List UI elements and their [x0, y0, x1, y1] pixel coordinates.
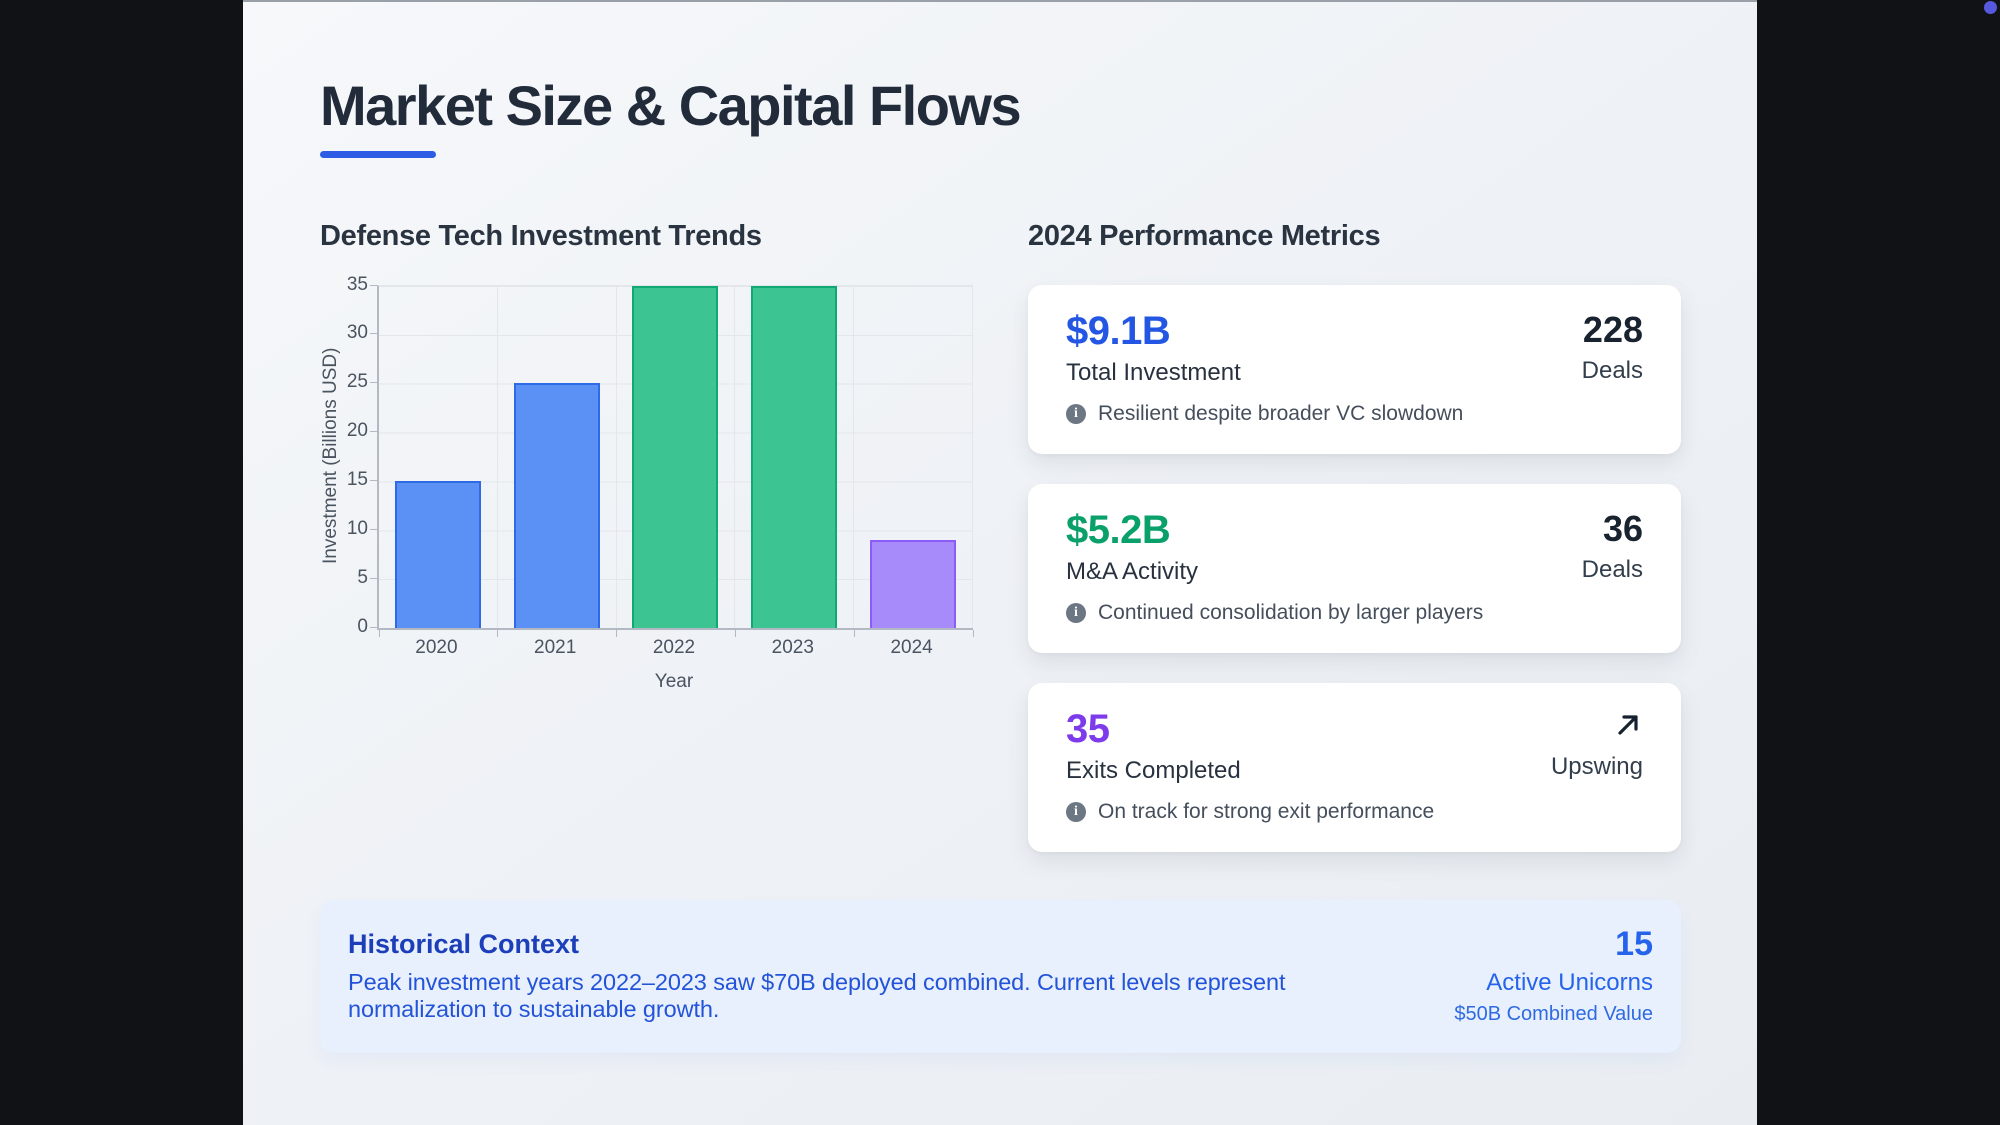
- metric-side-value: 228: [1582, 308, 1643, 350]
- card-top-row: $5.2B M&A Activity 36 Deals: [1066, 507, 1643, 586]
- metric-side-value: 36: [1602, 507, 1643, 549]
- x-tick-label-2021: 2021: [534, 636, 577, 658]
- y-tick-label-5: 5: [357, 566, 368, 588]
- card-top-row: 35 Exits Completed Upswing: [1066, 708, 1643, 785]
- banner-stat-label: Active Unicorns: [1486, 969, 1653, 997]
- chart-slot-2023: [735, 285, 855, 628]
- y-tick-mark: [370, 431, 377, 433]
- banner-stat-value: 15: [1615, 924, 1653, 963]
- banner-heading: Historical Context: [348, 929, 580, 960]
- chart-slot-2020: [379, 285, 498, 628]
- metric-side-label: Upswing: [1550, 752, 1643, 780]
- chart-slot-2024: [854, 285, 973, 628]
- banner-body: Peak investment years 2022–2023 saw $70B…: [348, 969, 1286, 1023]
- metrics-column: 2024 Performance Metrics $9.1B Total Inv…: [1028, 220, 1681, 852]
- y-axis-ticks: 0 5 10 15 20 25 30 35: [342, 274, 377, 637]
- info-circle-icon: i: [1066, 602, 1086, 623]
- y-tick-label-10: 10: [346, 517, 368, 539]
- bar-2024[interactable]: [870, 539, 957, 628]
- bar-2023[interactable]: [751, 285, 838, 628]
- bar-2020[interactable]: [394, 481, 481, 628]
- metric-label: M&A Activity: [1066, 557, 1199, 585]
- bar-2022[interactable]: [632, 285, 719, 628]
- metric-card-exits-completed: 35 Exits Completed Upswing i On track fo: [1028, 682, 1681, 852]
- banner-text-block: Historical Context Peak investment years…: [348, 929, 1454, 1023]
- x-axis-ticks: 2020 2021 2022 2023 2024: [377, 637, 971, 659]
- chart-heading: Defense Tech Investment Trends: [320, 219, 762, 252]
- y-tick-label-30: 30: [346, 322, 368, 344]
- metric-label: Total Investment: [1066, 358, 1241, 386]
- y-tick-label-0: 0: [357, 615, 368, 637]
- metric-card-ma-activity: $5.2B M&A Activity 36 Deals i Continued …: [1028, 483, 1681, 653]
- y-tick-label-15: 15: [346, 469, 368, 491]
- x-tick-label-2024: 2024: [890, 636, 933, 658]
- chart-slot-2022: [617, 285, 736, 628]
- metric-value: $5.2B: [1066, 507, 1171, 552]
- y-tick-mark: [370, 480, 377, 482]
- y-axis-label: Investment (Billions USD): [320, 347, 341, 564]
- chart-column: Defense Tech Investment Trends Investmen…: [320, 220, 990, 852]
- y-tick-label-20: 20: [346, 420, 368, 442]
- recording-indicator-dot: [1984, 1, 1997, 14]
- page-title: Market Size & Capital Flows: [320, 74, 1022, 137]
- arrow-up-right-icon: [1618, 714, 1638, 735]
- right-letterbox: [1757, 0, 2000, 1125]
- info-circle-icon: i: [1066, 403, 1086, 424]
- info-circle-icon: i: [1066, 801, 1086, 822]
- card-side: Upswing: [1551, 708, 1643, 781]
- y-tick-mark: [370, 577, 377, 579]
- x-tick-mark: [378, 629, 380, 637]
- y-tick-mark: [370, 626, 377, 628]
- x-tick-mark: [972, 629, 974, 637]
- card-note-row: i On track for strong exit performance: [1066, 800, 1643, 824]
- metric-note: On track for strong exit performance: [1098, 799, 1435, 823]
- x-tick-mark: [734, 629, 736, 637]
- info-glyph: i: [1074, 803, 1078, 819]
- metric-side-label: Deals: [1581, 556, 1643, 584]
- info-glyph: i: [1074, 405, 1078, 421]
- chart-slot-2021: [498, 285, 617, 628]
- y-tick-label-25: 25: [346, 371, 368, 393]
- card-main: $9.1B Total Investment: [1066, 310, 1241, 387]
- card-side: 228 Deals: [1581, 308, 1643, 386]
- y-tick-mark: [370, 284, 377, 286]
- banner-stat-sub: $50B Combined Value: [1454, 1003, 1653, 1026]
- title-accent-underline: [320, 150, 436, 158]
- metric-side-label: Deals: [1581, 357, 1643, 385]
- metric-value: 35: [1066, 706, 1110, 751]
- metric-label: Exits Completed: [1066, 756, 1241, 784]
- y-tick-mark: [370, 382, 377, 384]
- metric-card-total-investment: $9.1B Total Investment 228 Deals i Resil…: [1028, 284, 1681, 454]
- y-tick-label-35: 35: [346, 273, 368, 295]
- y-tick-mark: [370, 528, 377, 530]
- card-note-row: i Continued consolidation by larger play…: [1066, 601, 1643, 625]
- x-tick-mark: [497, 629, 499, 637]
- historical-context-banner: Historical Context Peak investment years…: [320, 899, 1681, 1053]
- card-note-row: i Resilient despite broader VC slowdown: [1066, 402, 1643, 426]
- metric-note: Continued consolidation by larger player…: [1098, 600, 1484, 624]
- x-axis-title: Year: [654, 670, 694, 692]
- banner-stat-block: 15 Active Unicorns $50B Combined Value: [1454, 924, 1653, 1026]
- x-tick-label-2020: 2020: [415, 636, 458, 658]
- x-tick-mark: [853, 629, 855, 637]
- investment-trends-chart[interactable]: Investment (Billions USD) 0 5 10 15 20 25 30 35…: [320, 274, 990, 705]
- bar-2021[interactable]: [513, 383, 600, 628]
- card-main: $5.2B M&A Activity: [1066, 509, 1198, 586]
- chart-plot[interactable]: [377, 284, 974, 637]
- card-top-row: $9.1B Total Investment 228 Deals: [1066, 308, 1643, 387]
- content-columns: Defense Tech Investment Trends Investmen…: [320, 220, 1681, 852]
- x-tick-mark: [616, 629, 618, 637]
- info-glyph: i: [1074, 604, 1078, 620]
- card-main: 35 Exits Completed: [1066, 708, 1241, 785]
- metric-note: Resilient despite broader VC slowdown: [1098, 401, 1464, 425]
- x-tick-label-2022: 2022: [652, 636, 696, 658]
- metric-value: $9.1B: [1066, 308, 1171, 353]
- x-tick-label-2023: 2023: [771, 636, 814, 658]
- slide-content: Market Size & Capital Flows Defense Tech…: [243, 0, 1757, 1125]
- y-tick-mark: [370, 333, 377, 335]
- metrics-heading: 2024 Performance Metrics: [1028, 219, 1381, 252]
- card-side: 36 Deals: [1581, 507, 1643, 585]
- left-letterbox: [0, 0, 243, 1125]
